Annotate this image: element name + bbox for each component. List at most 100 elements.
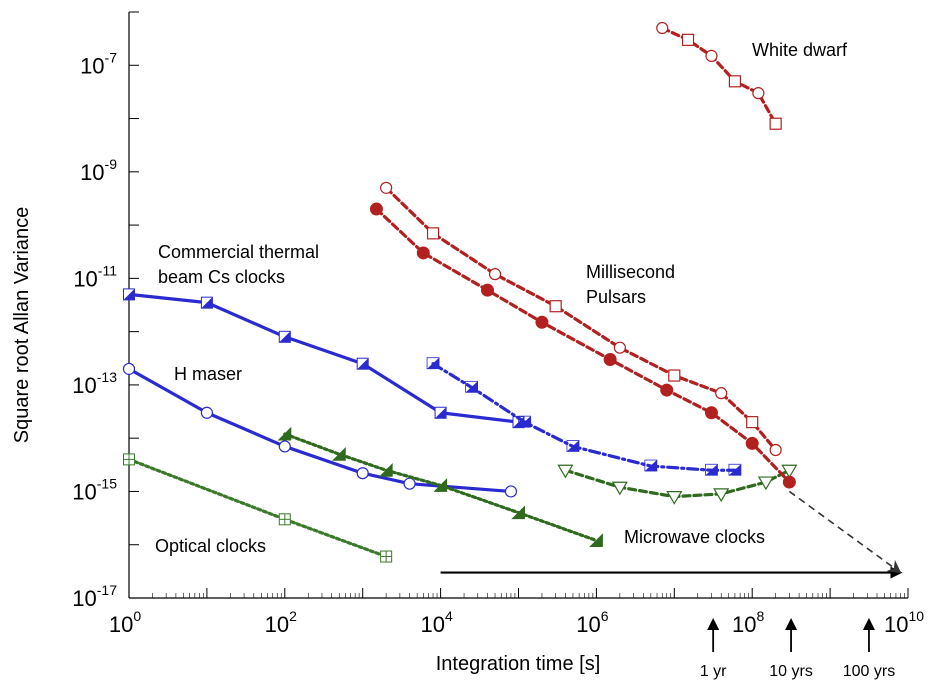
data-point-h-maser (278, 440, 291, 453)
series-cs-beam (123, 288, 525, 429)
axes (128, 12, 908, 599)
chart-arrows (440, 490, 903, 579)
data-point-pulsar-open (380, 181, 393, 194)
data-point-pulsar-filled (481, 283, 495, 297)
y-tick-label: 10-11 (73, 262, 117, 291)
data-point-microwave-1 (378, 463, 393, 477)
data-point-h-maser (504, 485, 518, 498)
series-microwave-1 (277, 426, 603, 548)
annotation-h-maser: H maser (174, 364, 242, 384)
time-marker: 10 yrs (769, 618, 813, 680)
data-point-microwave-1 (277, 426, 292, 441)
x-tick-base: 10 (109, 612, 133, 637)
data-point-pulsar-filled (603, 352, 617, 366)
data-point-blue-dashdot (518, 415, 532, 428)
data-point-pulsar-open (488, 268, 502, 281)
x-axis-ticks: 100 102 104 106 108 1010 (109, 588, 924, 637)
y-tick-base: 10 (73, 266, 97, 291)
data-point-pulsar-open (426, 227, 440, 240)
data-point-white-dwarf (769, 117, 782, 130)
series-line-cs-beam (127, 292, 521, 424)
series-line-h-maser (127, 367, 513, 494)
y-tick-label: 10-13 (72, 369, 117, 398)
x-tick-base: 10 (420, 612, 444, 637)
data-point-microwave-1 (433, 478, 448, 492)
data-point-white-dwarf (705, 49, 718, 62)
data-point-microwave-1 (332, 447, 346, 461)
series-line-microwave-1 (283, 432, 599, 543)
data-point-white-dwarf (728, 75, 742, 88)
x-tick-base: 10 (884, 612, 908, 637)
x-tick-label: 104 (420, 608, 452, 637)
data-point-pulsar-open (549, 300, 562, 313)
annotation-cs-beam-line2: beam Cs clocks (158, 267, 285, 287)
data-point-cs-beam (356, 357, 369, 370)
data-point-pulsar-open (715, 387, 728, 400)
extrapolation-arrow (788, 490, 902, 574)
data-point-cs-beam (123, 288, 135, 301)
x-tick-exponent: 0 (133, 608, 141, 624)
y-tick-base: 10 (80, 160, 104, 185)
data-point-pulsar-open (769, 443, 782, 457)
annotation-pulsars-line2: Pulsars (586, 287, 646, 307)
data-point-pulsar-open (613, 341, 626, 354)
data-point-pulsar-open (746, 416, 759, 429)
annotation-white-dwarf: White dwarf (752, 40, 848, 60)
data-point-blue-dashdot (728, 463, 742, 476)
y-tick-exponent: -7 (105, 49, 118, 65)
time-marker: 100 yrs (843, 618, 895, 680)
y-tick-label: 10-7 (80, 49, 117, 78)
series-pulsar-filled (369, 202, 796, 489)
x-tick-label: 102 (265, 608, 297, 637)
data-point-cs-beam (434, 406, 447, 419)
data-point-blue-dashdot (566, 440, 580, 452)
data-point-pulsar-filled (660, 383, 674, 397)
data-point-optical (278, 513, 291, 526)
annotation-microwave-clocks: Microwave clocks (624, 527, 765, 547)
data-point-microwave-2 (781, 464, 798, 479)
y-tick-base: 10 (72, 373, 96, 398)
x-tick-base: 10 (732, 612, 756, 637)
data-point-pulsar-filled (369, 202, 383, 216)
x-tick-label: 1010 (884, 608, 924, 637)
x-tick-label: 106 (576, 608, 608, 637)
data-point-h-maser (122, 362, 136, 375)
series-blue-dashdot (426, 357, 742, 476)
data-point-cs-beam (200, 296, 213, 309)
series-pulsar-open (380, 181, 782, 457)
annotation-optical-clocks: Optical clocks (155, 536, 266, 556)
data-point-microwave-2 (713, 488, 730, 503)
data-point-microwave-1 (511, 505, 525, 520)
x-tick-exponent: 4 (445, 608, 453, 624)
data-point-microwave-2 (757, 476, 774, 491)
y-tick-label: 10-15 (72, 475, 117, 504)
y-tick-base: 10 (72, 479, 96, 504)
time-markers: 1 yr 10 yrs 100 yrs (700, 618, 895, 680)
y-tick-exponent: -15 (97, 475, 117, 491)
data-point-microwave-2 (611, 481, 628, 496)
data-point-optical (123, 453, 135, 466)
data-point-pulsar-open (668, 369, 681, 382)
series-line-pulsar-filled (374, 207, 791, 484)
y-tick-base: 10 (72, 586, 96, 611)
y-tick-exponent: -17 (97, 582, 117, 598)
data-point-pulsar-filled (416, 246, 430, 260)
data-point-blue-dashdot (426, 357, 440, 370)
y-tick-label: 10-9 (80, 156, 117, 185)
data-point-white-dwarf (656, 21, 669, 35)
data-point-pulsar-filled (745, 436, 759, 450)
series-layer (122, 21, 798, 563)
data-point-h-maser (200, 406, 213, 419)
y-tick-exponent: -11 (98, 262, 117, 278)
data-point-blue-dashdot (644, 459, 658, 472)
x-tick-exponent: 8 (757, 608, 765, 624)
time-marker-label: 100 yrs (843, 663, 895, 680)
x-tick-label: 108 (732, 608, 764, 637)
data-point-white-dwarf (681, 33, 695, 46)
annotation-cs-beam-line1: Commercial thermal (158, 242, 319, 262)
data-point-blue-dashdot (705, 463, 718, 476)
y-tick-exponent: -13 (97, 369, 117, 385)
y-tick-exponent: -9 (105, 156, 118, 172)
time-marker-label: 1 yr (700, 663, 727, 680)
data-point-pulsar-filled (782, 475, 796, 489)
